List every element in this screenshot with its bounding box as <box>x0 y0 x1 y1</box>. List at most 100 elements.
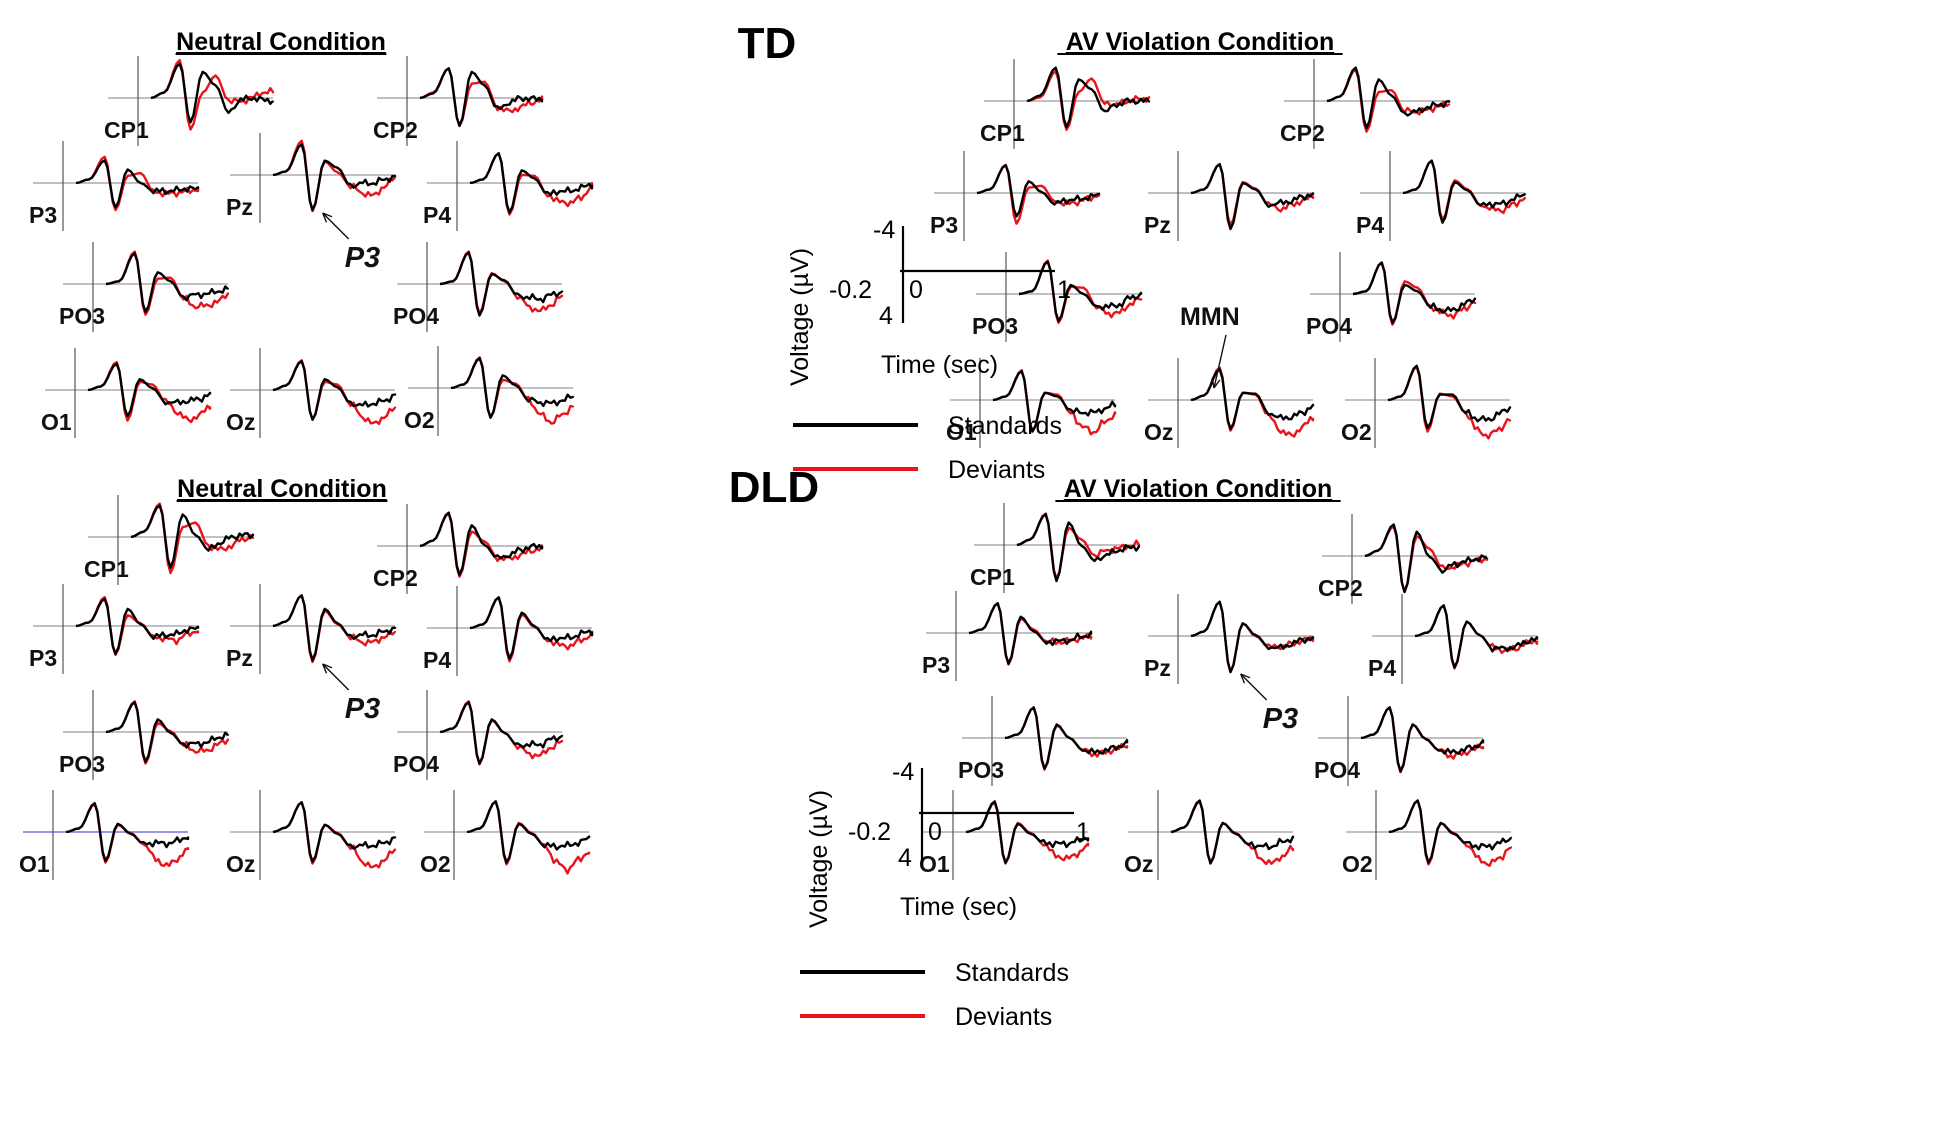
annotation: MMN <box>1180 303 1240 389</box>
panels-layer: Neutral Condition CP1 CP2 P3 Pz P3 P4 PO3 PO4 O1 O… <box>19 28 1539 880</box>
arrowhead <box>322 663 333 674</box>
series-line-deviants <box>419 67 544 128</box>
series-line-deviants <box>1016 512 1141 581</box>
electrode-plot-cp1: CP1 <box>980 59 1151 149</box>
panel-title: Neutral Condition <box>176 28 386 56</box>
y-axis-label: Voltage (µV) <box>786 248 814 386</box>
electrode-label: PO3 <box>59 303 105 329</box>
electrode-label: O1 <box>919 851 950 877</box>
series-line-standards <box>976 163 1101 218</box>
electrode-label: PO4 <box>1314 757 1360 783</box>
series-line-standards <box>1026 66 1151 129</box>
electrode-plot-p4: P4 <box>423 141 594 231</box>
electrode-label: PO3 <box>972 313 1018 339</box>
electrode-plot-o1: O1 <box>919 790 1090 880</box>
series-line-standards <box>1402 159 1527 224</box>
series-line-standards <box>272 143 397 212</box>
series-line-standards <box>439 251 564 317</box>
electrode-plot-pz: Pz P3 <box>1144 594 1315 735</box>
electrode-label: O2 <box>1341 419 1372 445</box>
annotation: P3 <box>322 663 380 725</box>
electrode-label: P4 <box>1356 212 1384 238</box>
electrode-plot-pz: Pz P3 <box>226 133 397 274</box>
series-line-standards <box>1364 523 1489 594</box>
arrowhead <box>1240 673 1251 684</box>
electrode-plot-o1: O1 <box>946 358 1117 448</box>
electrode-plot-cp2: CP2 <box>373 56 544 146</box>
electrode-label: O1 <box>19 851 50 877</box>
electrode-plot-po3: PO3 <box>958 696 1129 786</box>
legend-label-standards: Standards <box>955 959 1069 987</box>
electrode-plot-p3: P3 <box>922 591 1093 681</box>
series-line-deviants <box>1360 706 1485 774</box>
y-axis-label: Voltage (µV) <box>805 790 833 928</box>
series-line-deviants <box>469 596 594 663</box>
series-line-standards <box>965 800 1090 864</box>
series-line-deviants <box>439 700 564 766</box>
electrode-plot-cp2: CP2 <box>373 504 544 594</box>
electrode-plot-oz: Oz <box>226 790 397 880</box>
series-line-standards <box>1190 163 1315 231</box>
electrode-label: P3 <box>29 202 57 228</box>
series-line-standards <box>1326 66 1451 130</box>
group-label-td: TD <box>738 19 797 68</box>
annotation: P3 <box>1240 673 1298 735</box>
series-line-standards <box>65 802 190 862</box>
electrode-plot-pz: Pz <box>1144 151 1315 241</box>
electrode-plot-pz: Pz P3 <box>226 584 397 725</box>
electrode-label: O1 <box>946 419 977 445</box>
series-line-standards <box>419 67 544 128</box>
electrode-label: P4 <box>423 647 451 673</box>
arrowhead <box>1211 378 1221 389</box>
x-tick-label: 0 <box>909 276 923 304</box>
electrode-plot-o1: O1 <box>41 348 212 438</box>
electrode-label: CP1 <box>104 117 149 143</box>
electrode-label: PO3 <box>59 751 105 777</box>
electrode-plot-p3: P3 <box>29 141 200 231</box>
series-line-deviants <box>469 152 594 216</box>
series-line-standards <box>1170 799 1295 865</box>
series-line-standards <box>1352 261 1477 324</box>
panel-title: AV Violation Condition <box>1064 475 1333 503</box>
scale-bar: -4 4-0.2 0 1 Time (sec) Voltage (µV) <box>786 216 1071 386</box>
series-line-standards <box>1414 604 1539 669</box>
annotation-label: MMN <box>1180 303 1240 331</box>
electrode-label: Oz <box>1144 419 1173 445</box>
annotation-label: P3 <box>345 693 380 725</box>
series-line-deviants <box>87 360 212 424</box>
series-line-deviants <box>105 250 230 316</box>
series-line-standards <box>1016 513 1141 583</box>
electrode-label: Pz <box>1144 212 1171 238</box>
annotation-label: P3 <box>345 242 380 274</box>
electrode-label: P3 <box>930 212 958 238</box>
y-tick-label: -4 <box>892 758 914 786</box>
electrode-label: PO3 <box>958 757 1004 783</box>
electrode-plot-p4: P4 <box>423 586 594 676</box>
series-line-standards <box>466 800 591 864</box>
electrode-label: CP2 <box>373 117 418 143</box>
series-line-deviants <box>65 802 190 868</box>
electrode-plot-po4: PO4 <box>393 242 564 332</box>
x-tick-label: 1 <box>1057 276 1071 304</box>
series-line-standards <box>469 596 594 660</box>
electrode-plot-oz: Oz <box>1124 790 1295 880</box>
electrode-plot-p3: P3 <box>930 151 1101 241</box>
series-line-deviants <box>419 512 544 578</box>
annotation-arrow <box>322 663 350 691</box>
series-line-deviants <box>150 59 275 131</box>
legend-label-deviants: Deviants <box>948 456 1045 484</box>
electrode-label: CP1 <box>84 556 129 582</box>
series-line-deviants <box>1190 600 1315 674</box>
electrode-plot-po3: PO3 <box>59 690 230 780</box>
electrode-plot-cp2: CP2 <box>1318 514 1489 604</box>
series-line-standards <box>419 511 544 576</box>
electrode-plot-p4: P4 <box>1356 151 1527 241</box>
series-line-deviants <box>968 602 1093 666</box>
series-line-deviants <box>439 250 564 315</box>
legend: Standards Deviants <box>800 959 1069 1031</box>
series-line-standards <box>1388 799 1513 864</box>
series-line-deviants <box>272 801 397 869</box>
electrode-plot-po3: PO3 <box>59 242 230 332</box>
